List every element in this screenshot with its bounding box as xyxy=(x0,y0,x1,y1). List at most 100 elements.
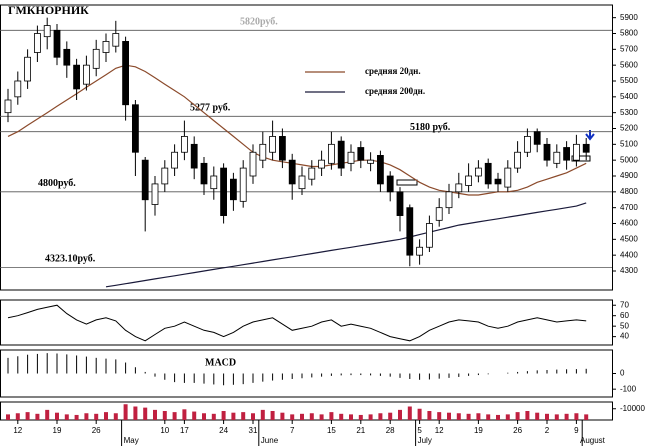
y-tick-label: 5200 xyxy=(620,124,638,133)
candle-body xyxy=(161,167,169,185)
volume-bar xyxy=(554,414,559,420)
volume-bar xyxy=(182,409,187,420)
volume-bar xyxy=(535,412,540,420)
candle-body xyxy=(445,191,453,209)
candle-body xyxy=(180,136,188,153)
candle-body xyxy=(416,246,424,256)
volume-bar xyxy=(574,413,579,420)
volume-bar xyxy=(162,411,167,420)
volume-bar xyxy=(407,406,412,420)
volume-bar xyxy=(388,412,393,420)
candle-body xyxy=(288,159,296,185)
candle-body xyxy=(435,207,443,221)
volume-bar xyxy=(192,411,197,420)
candle-body xyxy=(298,175,306,190)
candle-body xyxy=(112,33,120,47)
volume-bar xyxy=(45,409,50,420)
y-tick-label: 5100 xyxy=(620,139,638,148)
volume-bar xyxy=(6,414,10,420)
candle-body xyxy=(190,143,198,169)
volume-bar xyxy=(211,413,216,420)
y-tick-label: 40 xyxy=(620,332,629,341)
x-tick-label: 10 xyxy=(160,426,169,435)
y-tick-label: 5700 xyxy=(620,44,638,53)
volume-bar xyxy=(123,404,128,420)
chart-title: ГМКНОРНИК xyxy=(8,3,89,17)
candle-body xyxy=(53,29,61,58)
candle-body xyxy=(553,151,561,164)
candle-body xyxy=(269,136,277,153)
volume-bar xyxy=(309,413,314,420)
y-tick-label: -100 xyxy=(620,384,637,393)
level-label: 4323.10руб. xyxy=(45,254,96,265)
level-label: 4800руб. xyxy=(38,178,76,189)
x-tick-label: 21 xyxy=(356,426,365,435)
volume-bar xyxy=(447,412,451,420)
candle-body xyxy=(347,151,355,164)
volume-bar xyxy=(270,411,275,420)
candle-body xyxy=(102,41,110,53)
candle-body xyxy=(543,143,551,161)
volume-bar xyxy=(417,408,422,420)
y-tick-label: 50 xyxy=(620,321,629,330)
candle-body xyxy=(524,136,531,153)
candle-body xyxy=(455,183,463,193)
candle-body xyxy=(24,56,32,82)
y-tick-label: 4900 xyxy=(620,171,638,180)
candle-body xyxy=(386,175,394,193)
candle-body xyxy=(357,147,365,161)
candle-body xyxy=(504,167,512,188)
y-tick-label: 5500 xyxy=(620,76,638,85)
y-tick-label: 4800 xyxy=(620,187,638,196)
candle-body xyxy=(465,175,473,186)
y-tick-label: 4300 xyxy=(620,266,638,275)
x-tick-label: 7 xyxy=(290,426,295,435)
volume-bar xyxy=(241,412,246,420)
level-label: 5180 руб. xyxy=(410,122,451,133)
candle-body xyxy=(474,167,482,177)
candle-body xyxy=(229,178,237,201)
y-tick-label: 5000 xyxy=(620,155,638,164)
x-tick-label: 9 xyxy=(574,426,579,435)
volume-bar xyxy=(35,413,40,420)
volume-bar xyxy=(525,411,530,420)
candle-body xyxy=(318,159,326,169)
y-tick-label: 5400 xyxy=(620,92,638,101)
y-tick-label: 4700 xyxy=(620,203,638,212)
candle-body xyxy=(239,167,247,202)
volume-bar xyxy=(143,407,148,420)
y-tick-label: 5800 xyxy=(620,29,638,38)
candle-body xyxy=(278,136,286,161)
candle-body xyxy=(34,33,41,53)
oscillator-line xyxy=(7,304,587,342)
volume-bar xyxy=(15,413,20,420)
panel-frame xyxy=(0,4,613,291)
volume-bar xyxy=(515,412,520,420)
candle-body xyxy=(14,80,22,98)
volume-bar xyxy=(456,413,461,420)
x-tick-label: 26 xyxy=(92,426,101,435)
volume-bar xyxy=(300,413,304,420)
month-label: July xyxy=(418,436,432,445)
y-tick-label: 0 xyxy=(620,369,625,378)
candle-body xyxy=(171,151,179,169)
volume-bar xyxy=(280,412,285,420)
candle-body xyxy=(396,191,404,216)
x-tick-label: 19 xyxy=(474,426,483,435)
volume-bar xyxy=(358,414,363,420)
x-tick-label: 17 xyxy=(180,426,189,435)
candle-body xyxy=(308,167,316,180)
moving-average xyxy=(7,64,587,196)
candle-body xyxy=(337,140,345,169)
candle-body xyxy=(92,48,100,69)
volume-bar xyxy=(378,413,383,420)
volume-bar xyxy=(476,413,481,420)
volume-bar xyxy=(260,409,265,420)
volume-bar xyxy=(251,413,255,420)
y-tick-label: -10000 xyxy=(620,404,645,413)
volume-bar xyxy=(202,413,206,420)
month-label: June xyxy=(261,436,279,445)
candle-body xyxy=(367,159,375,164)
candle-body xyxy=(210,175,218,190)
